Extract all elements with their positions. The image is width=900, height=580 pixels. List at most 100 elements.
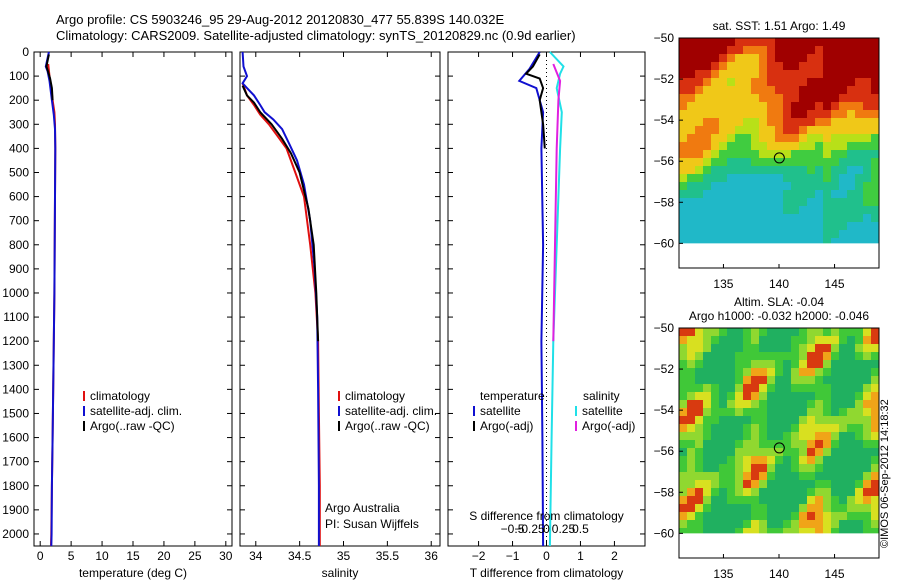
map-cell [855, 416, 863, 424]
map-cell [839, 408, 847, 416]
map-cell [871, 142, 879, 150]
map-cell [679, 126, 687, 134]
map-cell [831, 110, 839, 118]
map-cell [735, 102, 743, 110]
map-cell [719, 62, 727, 70]
map-cell [807, 166, 815, 174]
map-cell [711, 504, 719, 512]
map-cell [687, 432, 695, 440]
map-cell [719, 472, 727, 480]
map-cell [799, 472, 807, 480]
map-cell [799, 352, 807, 360]
map-cell [839, 38, 847, 46]
map-cell [839, 488, 847, 496]
map-cell [783, 408, 791, 416]
x-tick-label: −1 [506, 549, 520, 563]
map-cell [703, 70, 711, 78]
map-cell [703, 368, 711, 376]
plot-frame [33, 51, 233, 547]
map-cell [783, 102, 791, 110]
map-cell [727, 448, 735, 456]
map-cell [831, 222, 839, 230]
map-cell [807, 488, 815, 496]
map-cell [847, 352, 855, 360]
map-cell [831, 496, 839, 504]
map-cell [767, 206, 775, 214]
x-tick-label: 35 [337, 549, 351, 563]
map-cell [775, 238, 783, 244]
map-cell [839, 504, 847, 512]
map-cell [855, 512, 863, 520]
map-cell [783, 416, 791, 424]
map-cell [703, 328, 711, 336]
map-cell [863, 182, 871, 190]
map-cell [703, 376, 711, 384]
map-cell [847, 126, 855, 134]
map-cell [863, 150, 871, 158]
map-cell [823, 222, 831, 230]
map-cell [839, 198, 847, 206]
map-cell [759, 464, 767, 472]
map-cell [863, 102, 871, 110]
map-cell [703, 166, 711, 174]
map-cell [767, 54, 775, 62]
map-cell [727, 94, 735, 102]
map-cell [815, 38, 823, 46]
map-cell [815, 328, 823, 336]
map-cell [807, 86, 815, 94]
map-cell [735, 328, 743, 336]
map-cell [831, 102, 839, 110]
map-cell [687, 488, 695, 496]
map-cell [679, 206, 687, 214]
plot-title-line1: Argo profile: CS 5903246_95 29-Aug-2012 … [56, 12, 505, 27]
map-cell [863, 392, 871, 400]
map-cell [863, 38, 871, 46]
map-cell [775, 424, 783, 432]
x-tick-label: 34 [249, 549, 263, 563]
map-cell [839, 480, 847, 488]
x-tick-label: 2 [611, 549, 618, 563]
map-cell [719, 464, 727, 472]
map-cell [791, 424, 799, 432]
map-cell [767, 480, 775, 488]
map-cell [823, 102, 831, 110]
map-cell [759, 424, 767, 432]
map-cell [751, 352, 759, 360]
map-cell [783, 86, 791, 94]
map-cell [783, 464, 791, 472]
map-cell [767, 528, 775, 534]
map-cell [695, 448, 703, 456]
map-cell [871, 416, 879, 424]
map-cell [799, 78, 807, 86]
map-cell [847, 488, 855, 496]
map-cell [759, 384, 767, 392]
map-cell [855, 62, 863, 70]
map-cell [823, 464, 831, 472]
map-cell [743, 432, 751, 440]
map-cell [847, 158, 855, 166]
map-cell [783, 150, 791, 158]
map-cell [791, 480, 799, 488]
map-cell [703, 54, 711, 62]
map-cell [719, 360, 727, 368]
map-cell [847, 198, 855, 206]
map-cell [799, 54, 807, 62]
top-tick-label: −0.5 [501, 522, 525, 536]
map-cell [719, 520, 727, 528]
map-cell [727, 496, 735, 504]
map-cell [759, 158, 767, 166]
map-cell [871, 230, 879, 238]
y-tick-label: −56 [654, 154, 675, 168]
map-cell [783, 126, 791, 134]
map-cell [791, 360, 799, 368]
map-cell [815, 480, 823, 488]
map-cell [807, 384, 815, 392]
map-cell [727, 352, 735, 360]
map-cell [687, 174, 695, 182]
map-cell [799, 328, 807, 336]
map-cell [839, 448, 847, 456]
map-cell [727, 392, 735, 400]
map-cell [871, 424, 879, 432]
map-cell [839, 368, 847, 376]
map-cell [831, 472, 839, 480]
